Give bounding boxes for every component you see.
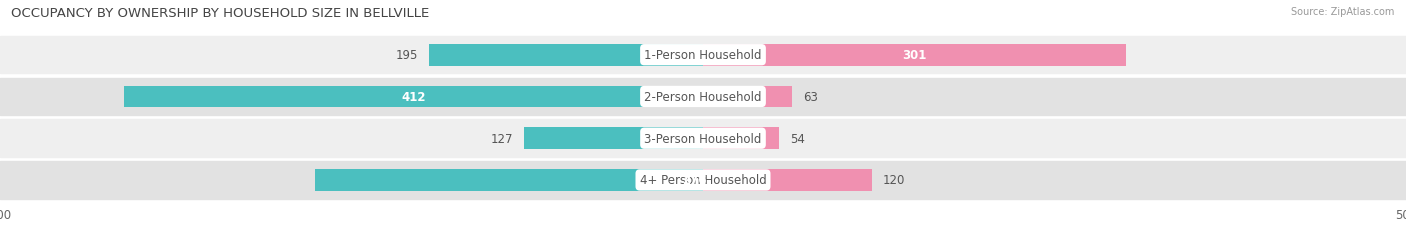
Text: 1-Person Household: 1-Person Household [644,49,762,62]
Text: 127: 127 [491,132,513,145]
Text: 120: 120 [883,174,905,187]
Text: 63: 63 [803,91,818,103]
Text: 54: 54 [790,132,806,145]
Bar [0,120,1406,157]
Bar [0,37,1406,74]
Bar [429,45,703,66]
Text: 276: 276 [682,174,706,187]
Bar [703,45,1126,66]
Bar [524,128,703,149]
Text: 412: 412 [401,91,426,103]
Text: 301: 301 [903,49,927,62]
Bar [0,161,1406,199]
Text: Source: ZipAtlas.com: Source: ZipAtlas.com [1291,7,1395,17]
Bar [315,169,703,191]
Bar [703,128,779,149]
Text: 3-Person Household: 3-Person Household [644,132,762,145]
Text: OCCUPANCY BY OWNERSHIP BY HOUSEHOLD SIZE IN BELLVILLE: OCCUPANCY BY OWNERSHIP BY HOUSEHOLD SIZE… [11,7,429,20]
Bar [703,86,792,108]
Bar [0,78,1406,116]
Bar [124,86,703,108]
Text: 4+ Person Household: 4+ Person Household [640,174,766,187]
Bar [703,169,872,191]
Text: 195: 195 [395,49,418,62]
Text: 2-Person Household: 2-Person Household [644,91,762,103]
